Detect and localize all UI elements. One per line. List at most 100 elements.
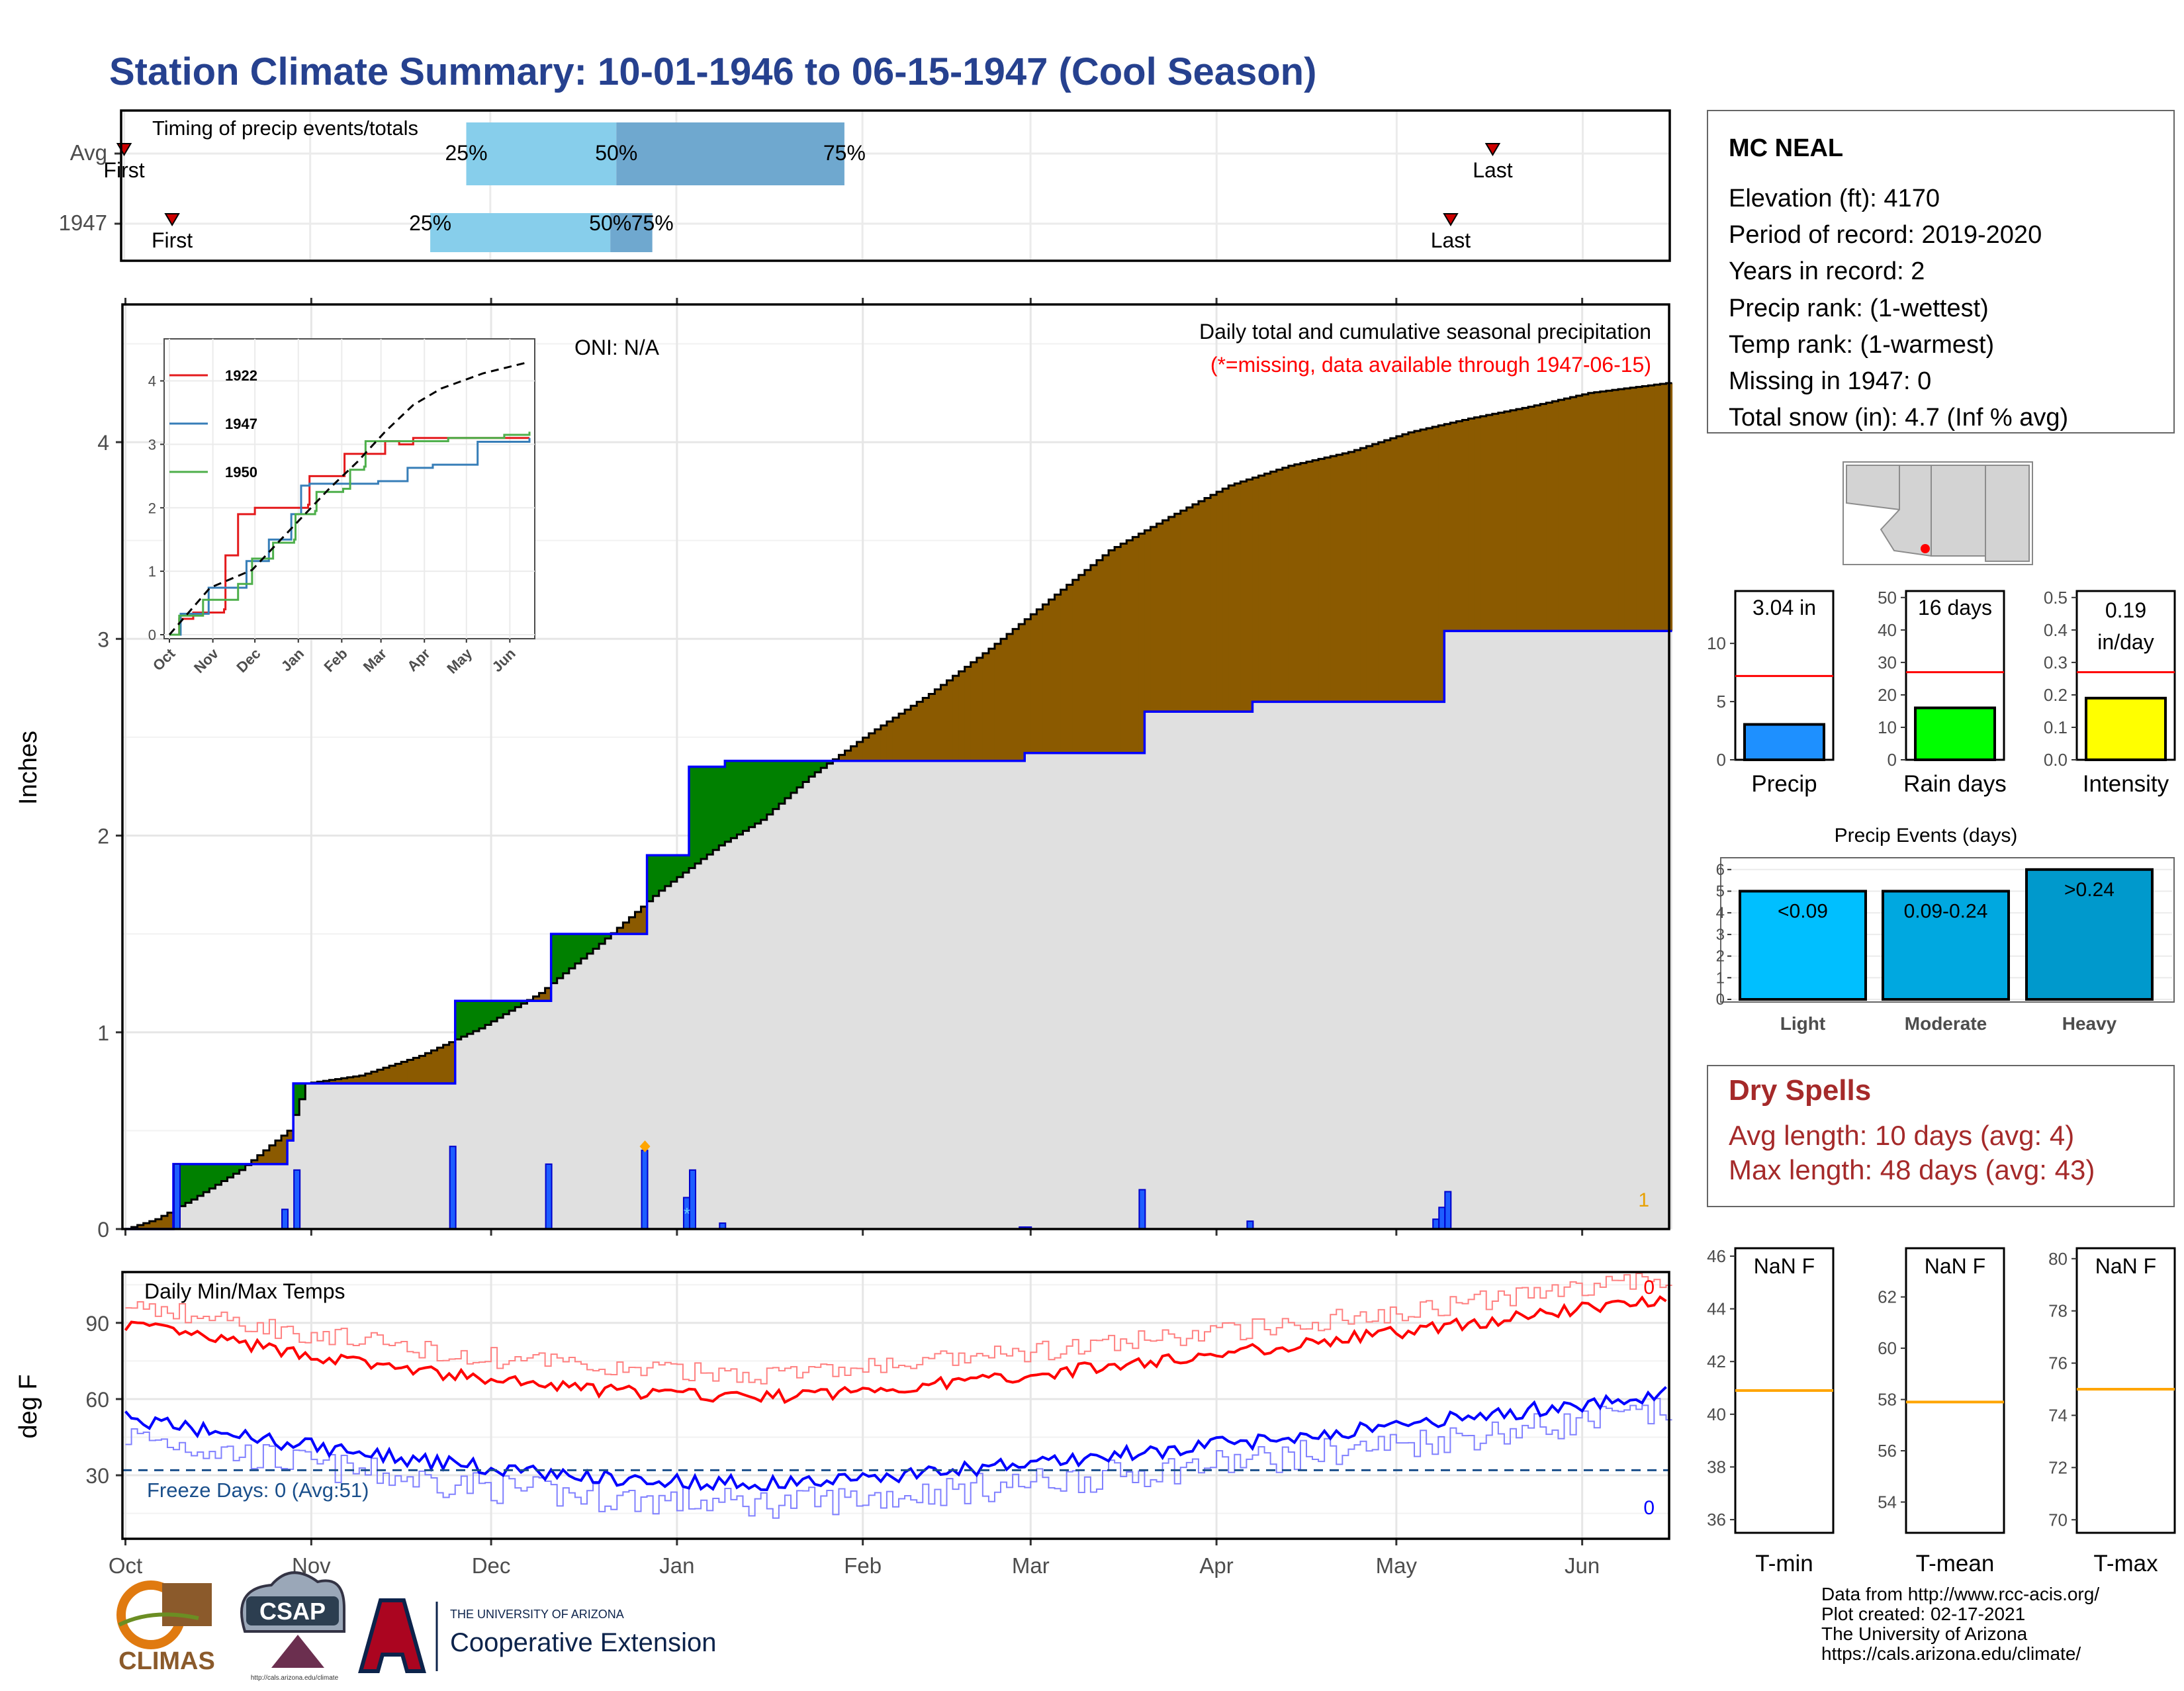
summary-bar-xlabel: Intensity [2083, 771, 2169, 797]
inset-legend: 1922 1947 1950 [169, 367, 257, 480]
avg-above-year-segment [1288, 465, 1295, 702]
events-y-tick-label: 3 [1716, 926, 1725, 944]
events-category-label: Heavy [2062, 1013, 2117, 1034]
avg-above-year-segment [1330, 456, 1337, 702]
year-above-avg-segment [713, 766, 719, 850]
timing-panel: Timing of precip events/totals Avg 1947 … [59, 109, 1671, 262]
main-y-ticks: 0 1 2 3 4 [97, 431, 122, 1242]
csap-logo-text: CSAP [259, 1598, 326, 1625]
avg-above-year-segment [899, 713, 905, 761]
avg-above-year-segment [149, 1221, 156, 1229]
avg-above-year-segment [958, 671, 966, 761]
events-title: Precip Events (days) [1835, 825, 2018, 846]
avg-above-year-segment [946, 680, 954, 761]
avg-above-year-segment [1276, 469, 1283, 702]
temp-summary-y-tick-label: 78 [2048, 1301, 2068, 1321]
max-count-label: 0 [1643, 1277, 1655, 1299]
temp-x-tick-label: Feb [844, 1553, 882, 1578]
avg-above-year-segment [1360, 447, 1367, 702]
summary-bar-xlabel: Rain days [1903, 771, 2007, 797]
avg-above-year-segment [1432, 426, 1439, 702]
station-missing: Missing in 1947: 0 [1729, 367, 1931, 395]
avg-above-year-segment [1486, 415, 1493, 631]
inset-avg-line [168, 361, 530, 635]
year-above-avg-segment [743, 760, 750, 831]
map-state-nevada [1846, 465, 1900, 511]
footer-university: The University of Arizona [1821, 1623, 2028, 1644]
temp-summary-value-label: NaN F [1754, 1254, 1815, 1278]
year-above-avg-segment [473, 1001, 480, 1031]
year-above-avg-segment [827, 760, 833, 764]
year-above-avg-segment [580, 934, 588, 959]
avg-above-year-segment [389, 1066, 396, 1084]
avg-above-year-segment [1336, 455, 1343, 702]
year-above-avg-segment [688, 766, 696, 868]
year-above-avg-segment [455, 1001, 462, 1040]
station-period: Period of record: 2019-2020 [1729, 221, 2042, 249]
avg-above-year-segment [1396, 436, 1403, 702]
avg-above-year-segment [635, 911, 642, 935]
avg-above-year-segment [1630, 387, 1637, 631]
avg-above-year-segment [923, 698, 929, 761]
avg-above-year-segment [1492, 414, 1499, 631]
avg-above-year-segment [1306, 461, 1313, 702]
temp-summary-y-tick-label: 62 [1878, 1287, 1897, 1307]
avg-above-year-segment [329, 1079, 336, 1084]
avg-above-year-segment [1480, 416, 1487, 631]
events-y-tick-label: 2 [1716, 948, 1725, 966]
avg-above-year-segment [1642, 386, 1649, 631]
station-name: MC NEAL [1729, 134, 1843, 162]
avg-above-year-segment [952, 676, 960, 761]
timing-q75-label: 75% [823, 141, 866, 165]
avg-above-year-segment [287, 1130, 294, 1141]
summary-bar-panel-1: 0 10 20 30 40 50 16 days Rain days [1878, 588, 2007, 797]
temp-summary-y-tick-label: 74 [2048, 1405, 2068, 1425]
temp-summary-y-tick-label: 56 [1878, 1441, 1897, 1461]
timing-q50-label: 50% [595, 141, 637, 165]
daily-precip-bar [1438, 1207, 1446, 1230]
temp-summary-panels: 36 38 40 42 44 46 NaN F T-min 54 56 58 60 62 NaN F T-m… [1707, 1246, 2176, 1577]
avg-above-year-segment [1300, 463, 1307, 702]
timing-q50-q75-bar [616, 122, 844, 185]
temp-y-axis-label: deg F [15, 1374, 42, 1438]
year-above-avg-segment [772, 760, 780, 809]
avg-above-year-segment [1408, 432, 1415, 702]
avg-above-year-segment [1552, 401, 1559, 631]
year-above-avg-segment [670, 855, 678, 882]
year-cumulative-area [125, 631, 1672, 1229]
temp-summary-y-tick-label: 36 [1707, 1510, 1726, 1530]
climas-logo-block [162, 1583, 212, 1626]
temp-summary-y-tick-label: 44 [1707, 1299, 1726, 1319]
year-cumulative-line [125, 629, 1672, 1230]
avg-above-year-segment [1504, 411, 1511, 631]
temp-plot-frame [121, 1271, 1670, 1540]
avg-above-year-segment [1606, 390, 1613, 631]
inset-y-tick-label: 1 [148, 563, 156, 580]
dry-spells-box: Dry Spells Avg length: 10 days (avg: 4) … [1707, 1065, 2175, 1207]
avg-above-year-segment [617, 927, 623, 935]
year-above-avg-segment [760, 760, 768, 820]
avg-above-year-segment [1246, 479, 1253, 712]
summary-bar-value [1743, 723, 1825, 762]
avg-above-year-segment [341, 1078, 348, 1084]
year-above-avg-segment [695, 766, 702, 864]
temp-grid [122, 1272, 1669, 1539]
temp-x-tick-label: Dec [472, 1553, 511, 1578]
events-y-tick-label: 6 [1716, 861, 1725, 879]
daily-precip-bar [173, 1163, 181, 1230]
temp-summary-y-tick-label: 76 [2048, 1353, 2068, 1373]
avg-above-year-segment [1312, 460, 1319, 702]
avg-above-year-segment [1510, 410, 1517, 631]
avg-above-year-segment [1540, 404, 1547, 631]
inset-legend-label: 1950 [225, 464, 257, 480]
dry-spells-frame [1707, 1065, 2175, 1207]
avg-above-year-segment [1180, 510, 1187, 712]
year-above-avg-segment [659, 855, 666, 891]
avg-above-year-segment [911, 706, 917, 761]
year-above-avg-segment [461, 1001, 468, 1037]
csap-logo-url: http://cals.arizona.edu/climate [251, 1674, 339, 1682]
events-category-label: Moderate [1905, 1013, 1987, 1034]
year-above-avg-segment [563, 934, 570, 974]
avg-above-year-segment [1072, 580, 1079, 753]
